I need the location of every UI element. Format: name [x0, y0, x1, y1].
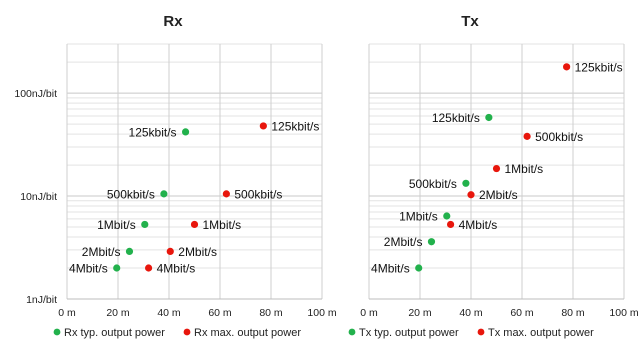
x-tick-label: 0 m: [360, 307, 378, 319]
data-point: [145, 264, 153, 272]
data-point: [415, 264, 423, 272]
x-tick-label: 0 m: [58, 307, 76, 319]
data-point: [447, 220, 455, 229]
x-tick-label: 60 m: [510, 307, 534, 319]
chart-title: Tx: [461, 13, 479, 30]
data-point: [485, 113, 493, 122]
data-point: [427, 238, 436, 246]
data-point: [259, 122, 267, 130]
legend-label: Tx max. output power: [488, 327, 594, 339]
data-label: 500kbit/s: [234, 187, 282, 201]
data-point: [523, 132, 531, 140]
data-label: 2Mbit/s: [82, 245, 121, 259]
x-tick-label: 20 m: [408, 307, 432, 319]
x-tick-label: 20 m: [106, 307, 130, 319]
legend-label: Rx max. output power: [194, 327, 301, 339]
data-point: [166, 247, 174, 255]
data-point: [125, 247, 134, 255]
data-label: 2Mbit/s: [384, 235, 423, 249]
data-label: 2Mbit/s: [479, 188, 518, 202]
data-label: 500kbit/s: [107, 187, 155, 201]
y-tick-label: 1nJ/bit: [26, 294, 57, 306]
data-label: 4Mbit/s: [459, 218, 498, 232]
data-point: [563, 63, 571, 71]
data-point: [160, 190, 168, 198]
x-tick-label: 100 m: [307, 307, 336, 319]
x-tick-label: 80 m: [561, 307, 585, 319]
legend-marker: [183, 328, 191, 336]
data-point: [113, 264, 121, 272]
x-tick-label: 60 m: [208, 307, 232, 319]
data-label: 4Mbit/s: [157, 262, 196, 276]
data-label: 125kbit/s: [129, 125, 177, 139]
data-point: [462, 179, 470, 187]
x-tick-label: 80 m: [259, 307, 283, 319]
data-label: 125kbit/s: [432, 111, 480, 125]
y-tick-label: 10nJ/bit: [20, 191, 57, 203]
x-tick-label: 100 m: [609, 307, 638, 319]
legend-marker: [477, 328, 485, 336]
data-point: [467, 191, 475, 199]
data-point: [492, 164, 501, 173]
data-label: 1Mbit/s: [97, 218, 136, 232]
data-point: [443, 212, 451, 220]
legend-label: Rx typ. output power: [64, 327, 165, 339]
legend-marker: [348, 328, 356, 336]
data-label: 4Mbit/s: [69, 262, 108, 276]
data-point: [181, 128, 190, 136]
data-label: 1Mbit/s: [505, 162, 544, 176]
chart-panel-rx: Rx 0 m 20 m 40 m 60 m 80 m 100 m 100nJ/bit 10nJ/…: [14, 13, 336, 339]
data-point: [141, 220, 149, 229]
chart-panel-tx: Tx 0 m 20 m 40 m 60 m 80 m 100 m 125kbit/s 500kb…: [348, 13, 639, 339]
data-point: [190, 220, 199, 229]
x-tick-label: 40 m: [157, 307, 181, 319]
data-label: 500kbit/s: [409, 177, 457, 191]
data-label: 125kbit/s: [271, 119, 319, 133]
data-label: 4Mbit/s: [371, 262, 410, 276]
y-tick-label: 100nJ/bit: [14, 88, 57, 100]
data-label: 125kbit/s: [575, 60, 623, 74]
data-label: 1Mbit/s: [399, 210, 438, 224]
x-tick-label: 40 m: [459, 307, 483, 319]
legend-label: Tx typ. output power: [359, 327, 459, 339]
data-label: 500kbit/s: [535, 130, 583, 144]
data-label: 1Mbit/s: [203, 218, 242, 232]
chart-title: Rx: [163, 13, 183, 30]
data-label: 2Mbit/s: [178, 245, 217, 259]
legend-marker: [53, 328, 61, 336]
data-point: [222, 190, 230, 198]
